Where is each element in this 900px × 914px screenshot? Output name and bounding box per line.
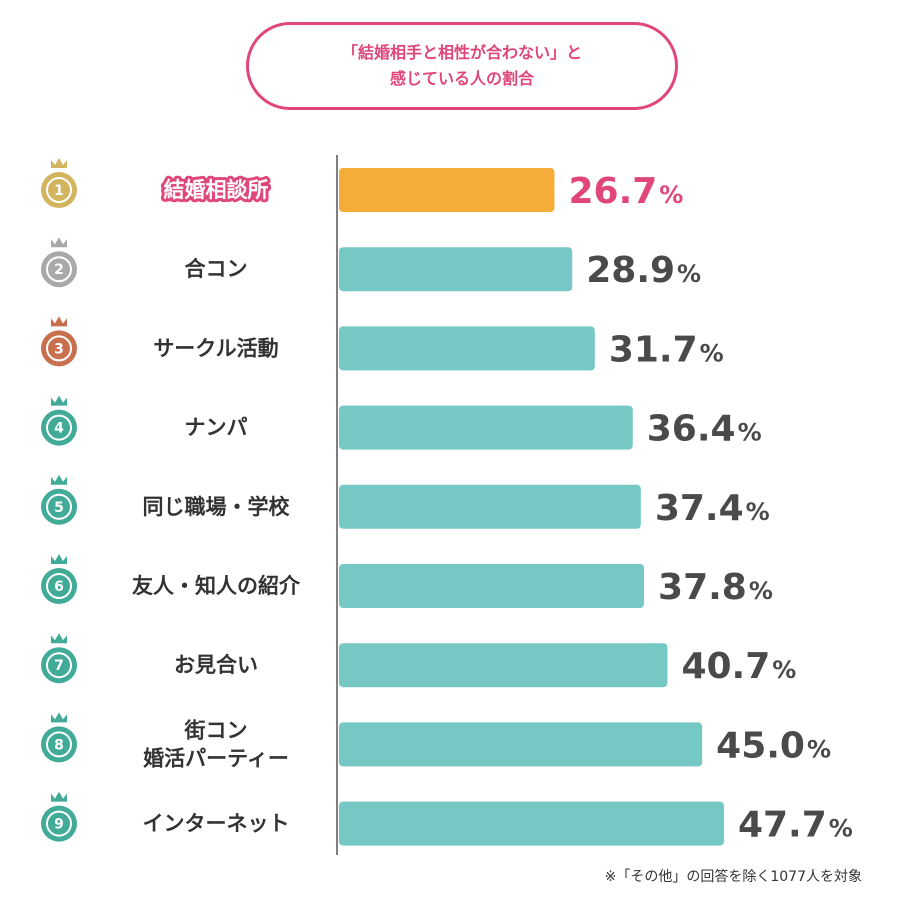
value-label: 36.4%	[647, 409, 762, 450]
rank-number: 5	[54, 500, 64, 516]
bar	[339, 643, 668, 688]
crown-icon	[51, 554, 67, 564]
crown-icon	[51, 158, 67, 168]
rank-ring	[46, 414, 72, 441]
rank-ring	[46, 573, 72, 599]
chart-title: 「結婚相手と相性が合わない」と 感じている人の割合	[246, 22, 678, 110]
crown-icon	[51, 712, 67, 723]
footnote: ※「その他」の回答を除く1077人を対象	[604, 869, 862, 885]
crown-icon	[51, 237, 67, 248]
rank-badge: 7	[41, 633, 77, 684]
category-label: お見合い	[174, 653, 258, 677]
crown-icon	[51, 395, 67, 406]
crown-icon	[51, 791, 67, 802]
rank-ring	[46, 652, 72, 679]
value-label: 37.8%	[658, 567, 773, 608]
bar	[339, 326, 595, 371]
rank-number: 9	[54, 817, 64, 833]
rank-number: 4	[54, 421, 64, 437]
bar	[339, 405, 633, 450]
rank-badge: 2	[41, 237, 77, 288]
bar	[339, 168, 555, 212]
rank-badge: 8	[41, 712, 77, 763]
value-label: 37.4%	[655, 488, 770, 529]
bar	[339, 484, 641, 529]
value-label: 31.7%	[609, 329, 724, 370]
bar	[339, 801, 724, 846]
category-label: 友人・知人の紹介	[132, 574, 301, 598]
category-label: 同じ職場・学校	[143, 495, 291, 519]
category-label: ナンパ	[185, 416, 248, 440]
category-label: インターネット	[143, 812, 290, 836]
category-label: 結婚相談所	[164, 178, 269, 202]
rank-number: 8	[54, 737, 64, 753]
category-label: 婚活パーティー	[143, 746, 289, 770]
value-label: 28.9%	[586, 250, 701, 291]
rank-ring	[46, 493, 72, 520]
category-label: サークル活動	[153, 336, 278, 360]
bar	[339, 564, 645, 608]
rank-ring	[46, 335, 72, 362]
rank-badge: 1	[41, 158, 77, 208]
rank-ring	[46, 731, 72, 758]
crown-icon	[51, 633, 67, 644]
rank-number: 2	[54, 262, 64, 278]
rank-number: 1	[54, 183, 64, 199]
value-label: 47.7%	[738, 805, 853, 846]
category-label-halo: 結婚相談所	[164, 178, 269, 202]
rank-badge: 4	[41, 395, 77, 446]
chart-title-line2: 感じている人の割合	[389, 69, 534, 88]
crown-icon	[51, 474, 67, 485]
bar	[339, 722, 703, 767]
value-label: 40.7%	[681, 646, 796, 687]
rank-badge: 6	[41, 554, 77, 604]
rank-ring	[46, 256, 72, 283]
rank-number: 3	[54, 341, 64, 357]
rank-ring	[46, 177, 72, 203]
value-label: 45.0%	[716, 725, 831, 766]
rank-badge: 9	[41, 791, 77, 842]
rank-ring	[46, 810, 72, 837]
chart-title-line1: 「結婚相手と相性が合わない」と	[341, 43, 582, 62]
rank-badge: 3	[41, 316, 77, 367]
category-label: 街コン	[184, 718, 248, 742]
rank-number: 6	[54, 579, 64, 595]
rank-badge: 5	[41, 474, 77, 525]
crown-icon	[51, 316, 67, 327]
bar	[339, 247, 573, 292]
value-label: 26.7%	[568, 171, 683, 212]
rank-number: 7	[54, 658, 64, 674]
category-label: 合コン	[185, 257, 248, 281]
